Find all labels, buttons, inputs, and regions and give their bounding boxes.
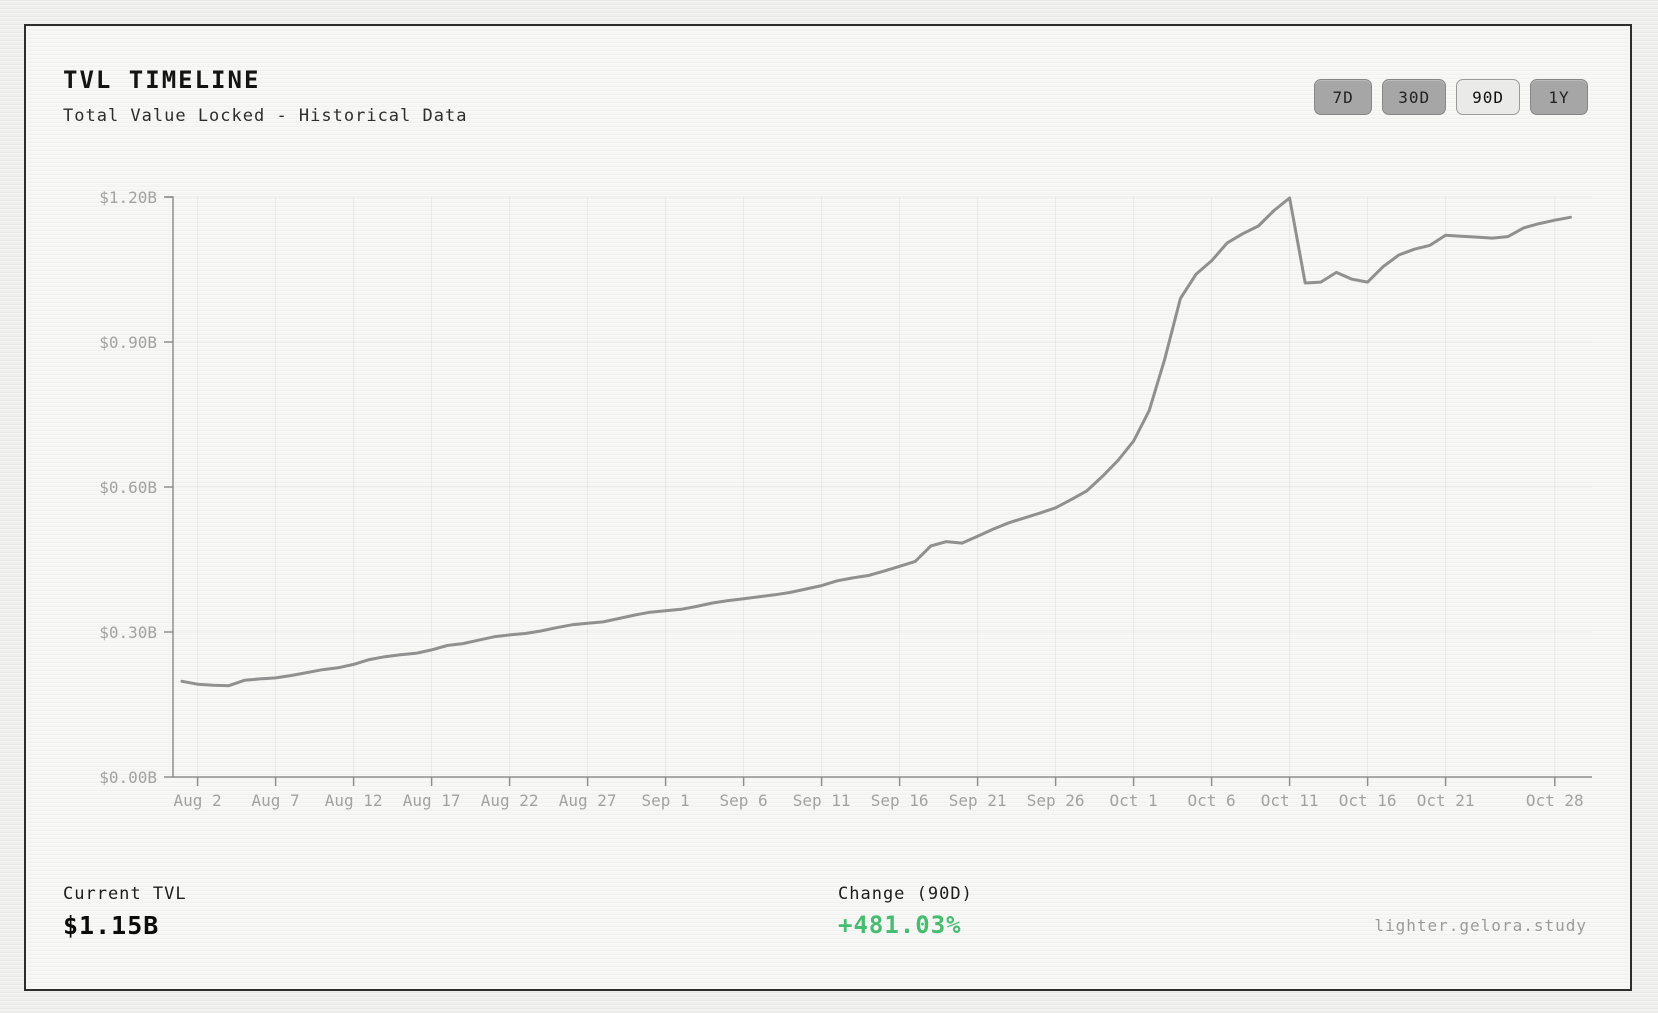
current-tvl-label: Current TVL [63, 884, 187, 904]
range-selector: 7D 30D 90D 1Y [1314, 79, 1588, 115]
page-title: TVL TIMELINE [63, 66, 261, 94]
range-button-7d[interactable]: 7D [1314, 79, 1373, 115]
change-value: +481.03% [838, 911, 962, 939]
range-button-30d[interactable]: 30D [1382, 79, 1447, 115]
current-tvl-stat: Current TVL $1.15B [63, 884, 187, 940]
change-stat: Change (90D) +481.03% [838, 884, 973, 939]
change-label: Change (90D) [838, 884, 973, 904]
tvl-card: TVL TIMELINE Total Value Locked - Histor… [24, 24, 1632, 991]
watermark: lighter.gelora.study [1374, 916, 1587, 935]
page-subtitle: Total Value Locked - Historical Data [63, 106, 468, 126]
current-tvl-value: $1.15B [63, 911, 160, 940]
range-button-90d[interactable]: 90D [1456, 79, 1520, 115]
range-button-1y[interactable]: 1Y [1530, 79, 1588, 115]
